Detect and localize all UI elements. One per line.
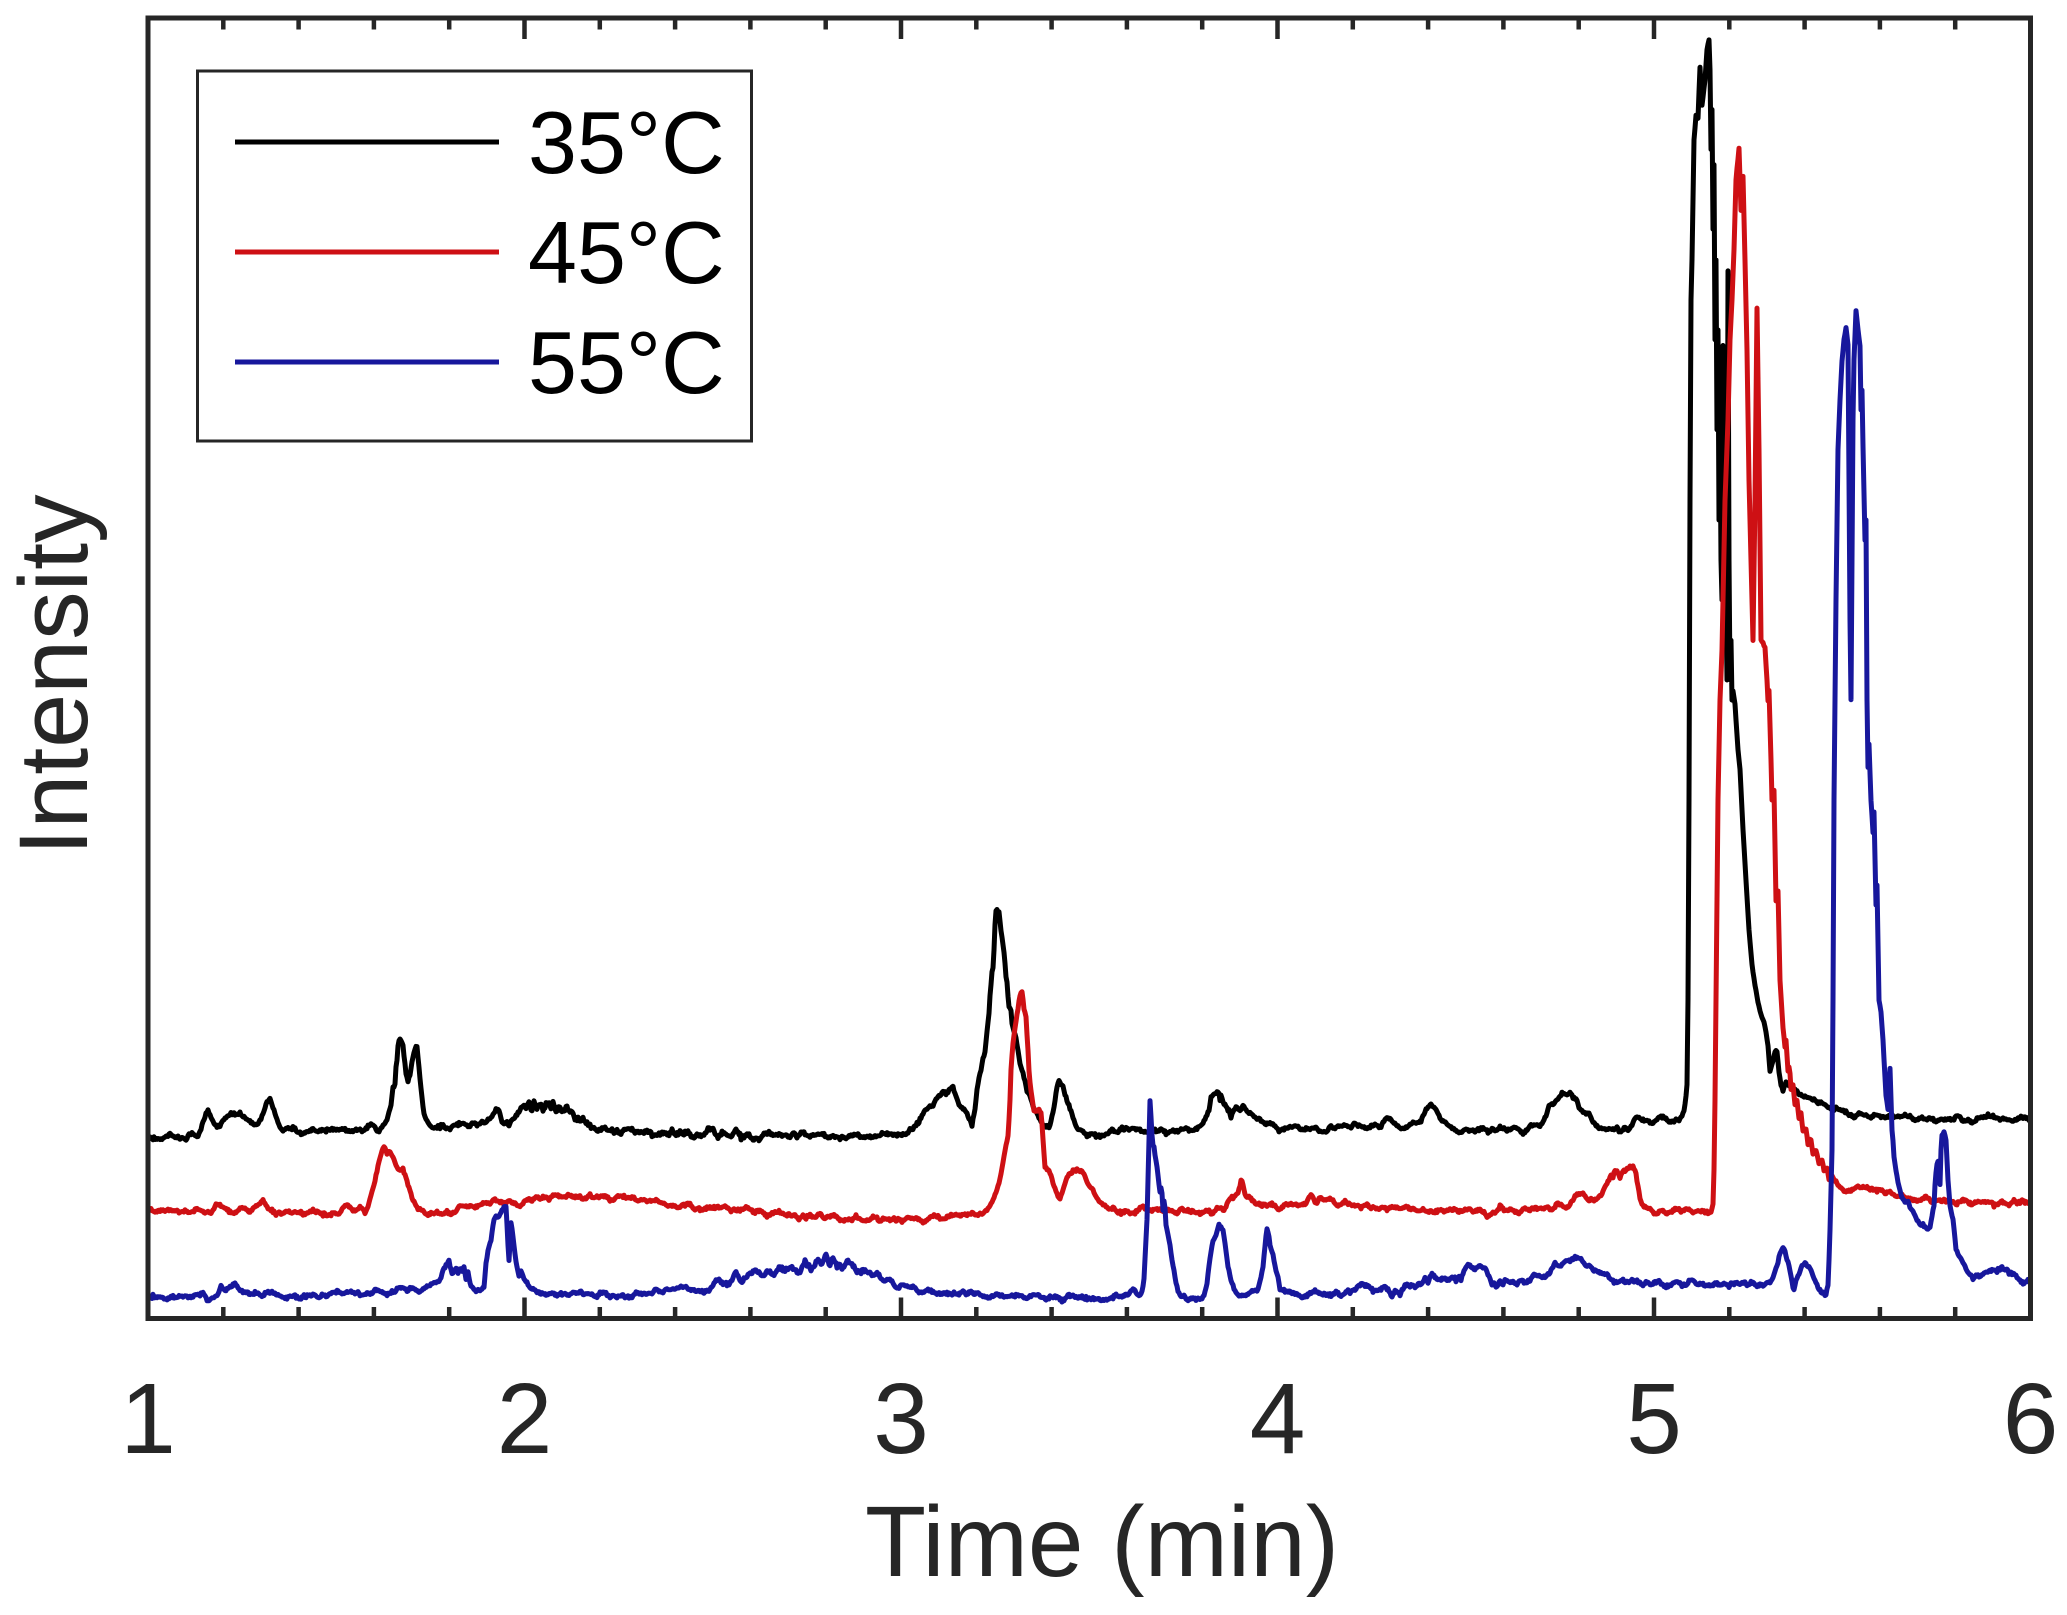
svg-text:6: 6 xyxy=(2003,1363,2059,1475)
svg-text:2: 2 xyxy=(497,1363,553,1475)
svg-text:3: 3 xyxy=(873,1363,929,1475)
svg-text:45°C: 45°C xyxy=(528,203,725,302)
svg-text:5: 5 xyxy=(1626,1363,1682,1475)
svg-text:Time (min): Time (min) xyxy=(865,1486,1339,1598)
svg-text:Intensity: Intensity xyxy=(0,494,108,856)
svg-text:1: 1 xyxy=(120,1363,176,1475)
svg-text:55°C: 55°C xyxy=(528,313,725,412)
svg-text:35°C: 35°C xyxy=(528,93,725,192)
svg-text:4: 4 xyxy=(1250,1363,1306,1475)
